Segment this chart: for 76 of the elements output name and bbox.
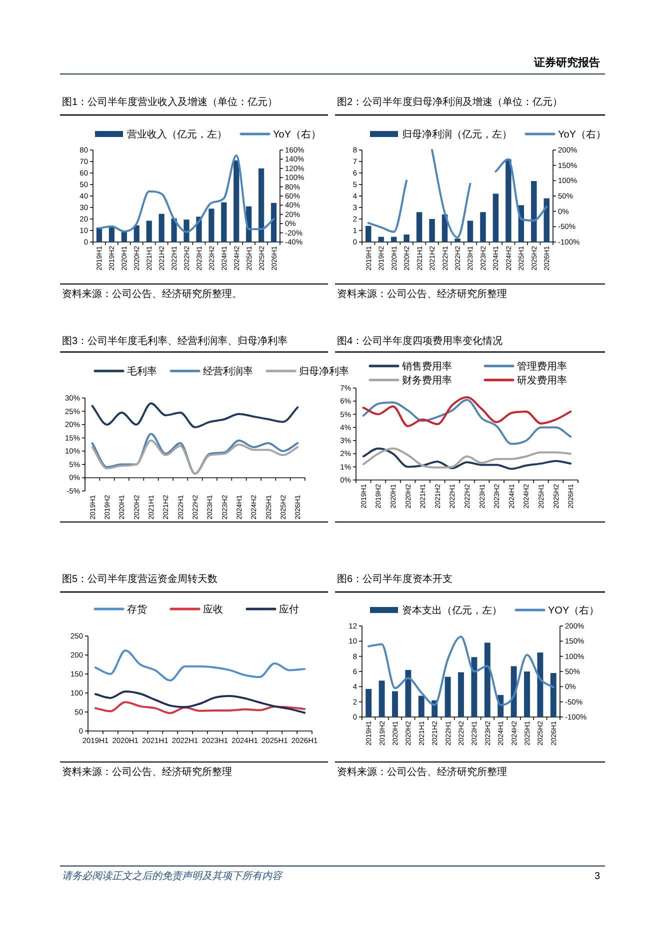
bar [208, 208, 214, 242]
bar [484, 642, 490, 717]
bar [524, 672, 530, 717]
legend-label: 财务费用率 [402, 374, 452, 386]
bar [392, 691, 398, 717]
bar [454, 238, 460, 242]
legend-label: YoY（右） [558, 130, 606, 140]
line-series [98, 154, 275, 233]
bar [378, 680, 385, 717]
text: 资料来源：公司公告、经济研究所整理 [62, 766, 232, 778]
bar [108, 227, 115, 242]
bar [510, 666, 517, 717]
chart-title: 图5：公司半年度营运资金周转天数 [62, 573, 218, 585]
text: 资料来源：公司公告、经济研究所整理 [337, 766, 507, 778]
text: 资料来源：公司公告、经济研究所整理。 [62, 288, 242, 300]
legend-label: 毛利率 [127, 366, 157, 378]
text: 3 [594, 871, 600, 882]
legend-label: 研发费用率 [517, 374, 567, 386]
bar [158, 214, 164, 242]
chart-title: 图2：公司半年度归母净利润及增速（单位：亿元） [337, 96, 563, 108]
line-series [91, 440, 299, 475]
legend-label: YOY（右） [548, 606, 600, 616]
bar [378, 236, 384, 242]
legend-label: 应收 [203, 604, 223, 616]
bar [506, 159, 512, 242]
bar [471, 657, 478, 717]
bar [184, 220, 190, 242]
legend-label: 归母净利率 [299, 366, 349, 378]
bar [390, 236, 397, 242]
bar [96, 228, 102, 242]
legend-label: YoY（右） [273, 130, 321, 140]
text: 资料来源：公司公告、经济研究所整理 [337, 288, 507, 300]
line-series [94, 649, 306, 682]
bar [258, 168, 264, 242]
line-series [362, 396, 572, 428]
bar [270, 202, 277, 242]
bar [134, 225, 140, 242]
bar [221, 202, 227, 242]
line-series [362, 398, 572, 445]
bar [480, 212, 486, 242]
bar [366, 688, 372, 717]
legend-label: 存货 [127, 604, 147, 616]
chart-title: 图1：公司半年度营业收入及增速（单位：亿元） [62, 96, 278, 108]
line-series [368, 636, 554, 706]
bar [416, 212, 422, 242]
bar [366, 226, 372, 242]
line-series [94, 701, 306, 714]
bar [492, 194, 499, 242]
chart-title: 图4：公司半年度四项费用率变化情况 [337, 335, 503, 347]
line-series [94, 690, 306, 714]
bar [444, 676, 451, 717]
legend-label: 应付 [279, 604, 299, 616]
bar [544, 198, 550, 242]
legend-label: 经营利润率 [203, 366, 253, 378]
bar [234, 160, 240, 242]
bar [405, 670, 412, 717]
text: 请务必阅读正文之后的免责声明及其项下所有内容 [62, 870, 283, 882]
bar [171, 218, 177, 242]
text: 证券研究报告 [533, 56, 600, 69]
bar [467, 220, 474, 242]
legend-label: 管理费用率 [517, 360, 567, 372]
line-series [91, 402, 299, 428]
legend-label: 资本支出（亿元，左） [402, 604, 502, 616]
legend-label: 销售费用率 [401, 360, 452, 372]
chart-title: 图3：公司半年度毛利率、经营利润率、归母净利率 [62, 335, 288, 347]
legend-label: 归母净利润（亿元，左） [402, 128, 512, 140]
chart-title: 图6：公司半年度资本开支 [337, 573, 453, 585]
bar [550, 673, 556, 717]
bar [531, 181, 537, 242]
bar [404, 234, 410, 242]
bar [418, 696, 424, 717]
legend-label: 营业收入（亿元，左） [127, 128, 227, 140]
bar [537, 652, 544, 717]
bar [146, 220, 152, 242]
bar [429, 219, 435, 242]
bar [458, 672, 464, 717]
